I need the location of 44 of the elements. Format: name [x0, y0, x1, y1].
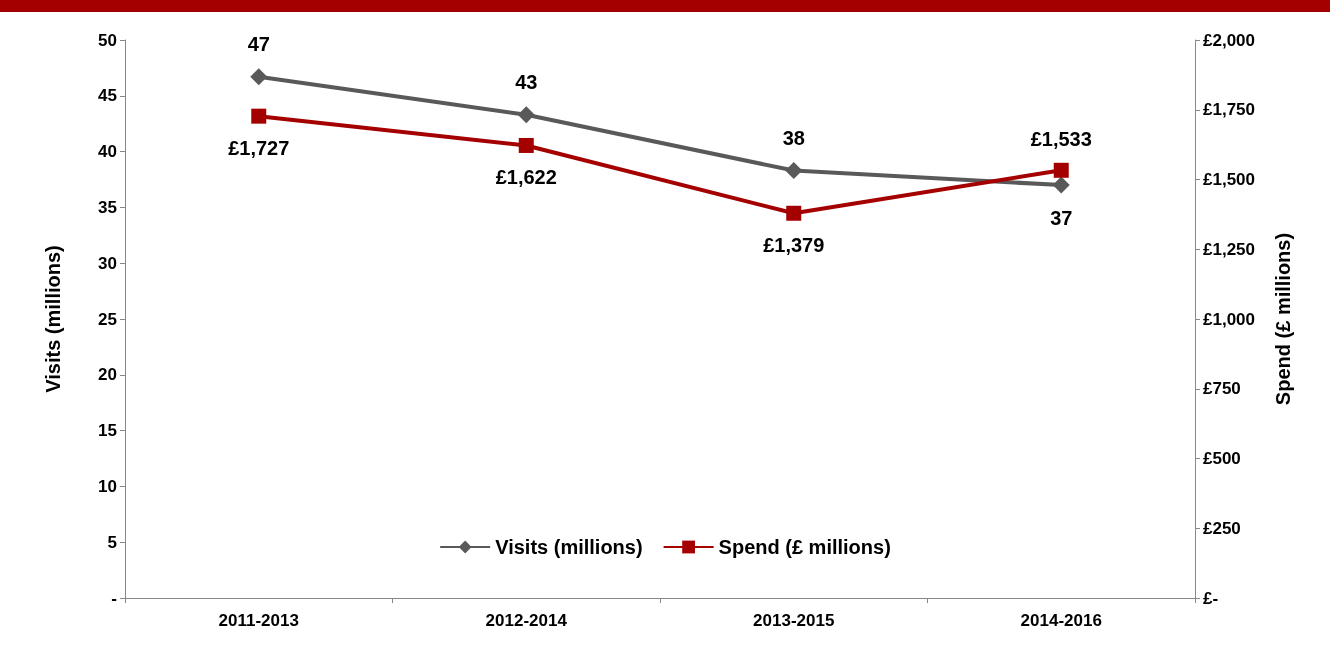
- point: [251, 108, 267, 124]
- legend-label: Spend (£ millions): [718, 536, 891, 558]
- data-label: £1,533: [1030, 127, 1092, 150]
- point: [1053, 162, 1069, 178]
- x-tick-label: 2012-2014: [485, 611, 568, 630]
- y2-tick-label: £750: [1203, 379, 1241, 399]
- data-label: 43: [515, 71, 538, 94]
- data-label: £1,727: [228, 136, 290, 159]
- y2-tick-label: £1,500: [1203, 170, 1255, 189]
- point: [518, 137, 534, 153]
- y-tick-label: 40: [98, 142, 117, 162]
- y-axis-title: Visits (millions): [42, 245, 64, 393]
- y-tick-label: 15: [98, 421, 117, 441]
- point: [517, 106, 535, 124]
- point: [786, 205, 802, 221]
- y2-tick-label: £2,000: [1203, 30, 1255, 50]
- data-label: £1,379: [763, 233, 825, 256]
- y-tick-label: 30: [98, 253, 117, 273]
- y-tick-label: 10: [98, 476, 117, 496]
- y2-tick-label: £1,000: [1203, 309, 1255, 329]
- data-label: 38: [782, 127, 805, 150]
- y2-axis-title: Spend (£ millions): [1272, 232, 1294, 406]
- data-label: £1,622: [495, 165, 557, 188]
- point: [1052, 176, 1070, 194]
- y-tick-label: 5: [107, 532, 117, 552]
- y2-tick-label: £500: [1203, 449, 1241, 468]
- y2-tick-label: £250: [1203, 518, 1241, 538]
- point: [785, 162, 803, 180]
- y-tick-label: 25: [98, 309, 117, 329]
- data-label: 47: [247, 33, 270, 56]
- x-tick-label: 2011-2013: [218, 611, 299, 630]
- data-label: 37: [1050, 206, 1073, 229]
- y-tick-label: 35: [98, 197, 117, 217]
- y2-tick-label: £1,750: [1203, 100, 1255, 120]
- x-tick-label: 2014-2016: [1020, 611, 1102, 630]
- point: [250, 68, 268, 86]
- y2-tick-label: £-: [1203, 588, 1219, 608]
- legend-label: Visits (millions): [495, 536, 643, 558]
- x-tick-label: 2013-2015: [753, 611, 835, 630]
- y-tick-label: 20: [98, 365, 117, 385]
- y-tick-label: -: [111, 588, 117, 608]
- y2-tick-label: £1,250: [1203, 239, 1255, 259]
- y-tick-label: 45: [98, 86, 117, 106]
- y-tick-label: 50: [98, 30, 117, 50]
